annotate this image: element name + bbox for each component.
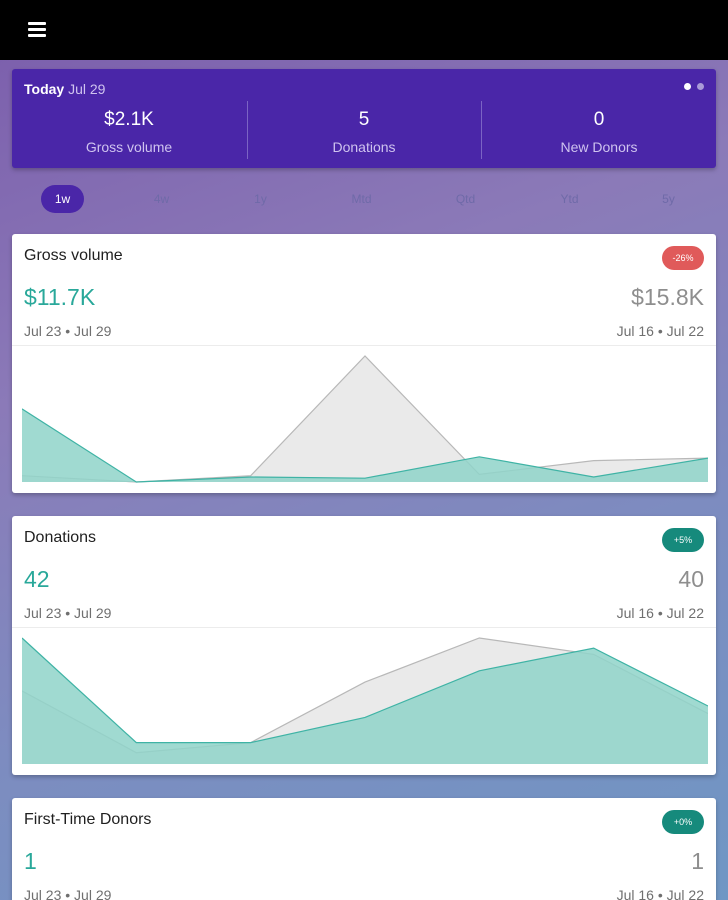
today-summary-card: Today Jul 29 $2.1K Gross volume 5 Donati… [12,69,716,168]
stat-value: $2.1K [104,109,154,130]
current-date-range: Jul 23 • Jul 29 [24,887,112,900]
gross-volume-chart [22,355,708,483]
range-1w[interactable]: 1w [41,185,84,213]
current-value: 1 [24,848,37,874]
stat-donations: 5 Donations [247,101,481,159]
hamburger-menu-icon[interactable] [24,18,52,42]
current-series-line [22,637,708,744]
previous-date-range: Jul 16 • Jul 22 [616,605,704,621]
change-badge: -26% [662,246,704,270]
current-value: $11.7K [24,284,96,310]
time-range-selector: 1w 4w 1y Mtd Qtd Ytd 5y [0,185,728,215]
stat-label: Gross volume [85,139,173,155]
previous-value: 1 [691,848,704,874]
first-time-donors-card[interactable]: First-Time Donors +0% 1 1 Jul 23 • Jul 2… [12,798,716,900]
donations-card[interactable]: Donations +5% 42 40 Jul 23 • Jul 29 Jul … [12,516,716,775]
stat-label: New Donors [560,139,638,155]
previous-value: $15.8K [631,284,704,310]
range-mtd[interactable]: Mtd [351,192,372,206]
previous-date-range: Jul 16 • Jul 22 [616,887,704,900]
today-header: Today Jul 29 [24,81,105,97]
stat-label: Donations [332,139,396,155]
page-dot-1[interactable] [684,83,691,90]
range-4w[interactable]: 4w [153,192,170,206]
current-date-range: Jul 23 • Jul 29 [24,605,112,621]
page-indicator [684,83,704,90]
current-series-line [22,408,708,483]
card-title: Gross volume [24,247,123,264]
stat-divider [481,101,482,159]
donations-chart [22,637,708,764]
stat-value: 5 [358,109,370,130]
stat-value: 0 [593,109,605,130]
previous-date-range: Jul 16 • Jul 22 [616,323,704,339]
today-date: Jul 29 [68,81,106,97]
range-1y[interactable]: 1y [254,192,267,206]
stat-divider [247,101,248,159]
range-qtd[interactable]: Qtd [455,192,476,206]
stat-gross-volume: $2.1K Gross volume [12,101,246,159]
card-title: First-Time Donors [24,811,152,828]
page-dot-2[interactable] [697,83,704,90]
change-badge: +5% [662,528,704,552]
current-value: 42 [24,566,50,592]
card-title: Donations [24,529,97,546]
current-series-area [22,638,708,764]
range-ytd[interactable]: Ytd [560,192,579,206]
gross-volume-card[interactable]: Gross volume -26% $11.7K $15.8K Jul 23 •… [12,234,716,493]
previous-series-area [22,356,708,482]
stat-new-donors: 0 New Donors [482,101,716,159]
current-series-area [22,408,708,482]
current-date-range: Jul 23 • Jul 29 [24,323,112,339]
change-badge: +0% [662,810,704,834]
previous-value: 40 [678,566,704,592]
range-5y[interactable]: 5y [662,192,675,206]
today-label: Today [24,81,65,97]
divider [12,627,716,628]
app-bar [0,0,728,60]
divider [12,345,716,346]
